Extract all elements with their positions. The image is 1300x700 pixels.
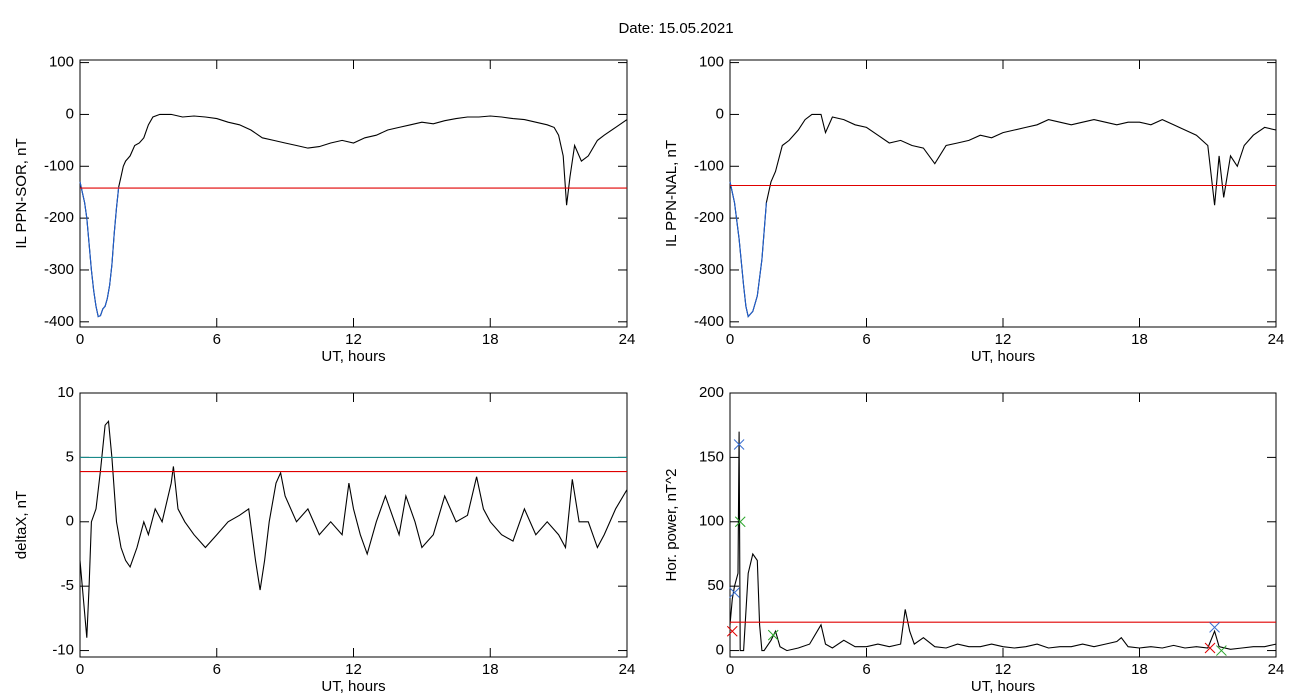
- x-tick-label: 24: [1268, 661, 1285, 678]
- plot-frame: [729, 59, 1277, 328]
- y-tick-label: -400: [44, 313, 74, 330]
- y-tick-label: 200: [699, 384, 724, 401]
- x-tick-label: 12: [995, 331, 1012, 348]
- y-tick-label: 100: [699, 513, 724, 530]
- y-tick-label: -10: [52, 642, 74, 659]
- y-tick-label: 0: [66, 105, 74, 122]
- y-tick-label: -300: [694, 261, 724, 278]
- x-tick-label: 24: [1268, 331, 1285, 348]
- y-axis-label: deltaX, nT: [13, 491, 30, 559]
- y-tick-label: -100: [44, 157, 74, 174]
- y-tick-label: 5: [66, 448, 74, 465]
- x-tick-label: 24: [619, 661, 636, 678]
- y-tick-label: 150: [699, 448, 724, 465]
- plot-area: 0 6 12 18 24 0 50 100 150 200 UT, hours Hor. power,…: [663, 384, 1284, 695]
- x-marker: [729, 587, 740, 598]
- x-tick-label: 6: [862, 661, 870, 678]
- y-tick-label: -300: [44, 261, 74, 278]
- x-tick-label: 18: [482, 661, 499, 678]
- x-marker: [726, 625, 738, 637]
- data-line: [79, 419, 628, 638]
- plot-frame: [729, 392, 1277, 658]
- x-tick-label: 0: [726, 661, 734, 678]
- y-tick-label: 100: [699, 54, 724, 71]
- x-marker: [767, 629, 779, 641]
- y-axis-label: IL PPN-SOR, nT: [13, 138, 30, 248]
- data-line: [729, 181, 767, 318]
- x-tick-label: 18: [1131, 331, 1148, 348]
- y-tick-label: 0: [66, 513, 74, 530]
- plot-area: 0 6 12 18 24 -400 -300 -200 -100 0 100 UT, hours IL …: [663, 54, 1284, 365]
- x-marker: [733, 439, 745, 450]
- plot-frame: [79, 59, 628, 328]
- data-line: [79, 181, 120, 318]
- x-tick-label: 18: [482, 331, 499, 348]
- y-tick-label: -400: [694, 313, 724, 330]
- plot-area: 0 6 12 18 24 -10 -5 0 5 10 UT, hours deltaX, nT: [13, 384, 635, 695]
- x-tick-label: 6: [213, 661, 221, 678]
- x-marker: [1209, 622, 1220, 633]
- y-axis-label: IL PPN-NAL, nT: [663, 140, 680, 247]
- y-tick-label: 10: [57, 384, 74, 401]
- data-line: [79, 113, 628, 318]
- x-marker: [734, 516, 746, 528]
- x-tick-label: 0: [76, 331, 84, 348]
- x-tick-label: 0: [76, 661, 84, 678]
- x-tick-label: 12: [345, 661, 362, 678]
- y-tick-label: 0: [716, 642, 724, 659]
- y-tick-label: -100: [694, 157, 724, 174]
- y-tick-label: -5: [61, 577, 74, 594]
- x-tick-label: 18: [1131, 661, 1148, 678]
- y-tick-label: 50: [707, 577, 724, 594]
- y-axis-label: Hor. power, nT^2: [663, 469, 680, 582]
- x-axis-label: UT, hours: [321, 678, 385, 695]
- x-tick-label: 24: [619, 331, 636, 348]
- y-tick-label: -200: [694, 209, 724, 226]
- x-axis-label: UT, hours: [321, 348, 385, 365]
- figure-title: Date: 15.05.2021: [618, 20, 733, 37]
- x-axis-label: UT, hours: [971, 348, 1035, 365]
- x-tick-label: 0: [726, 331, 734, 348]
- data-line: [729, 113, 1277, 318]
- y-tick-label: 100: [49, 54, 74, 71]
- x-tick-label: 12: [345, 331, 362, 348]
- y-tick-label: -200: [44, 209, 74, 226]
- x-tick-label: 12: [995, 661, 1012, 678]
- y-tick-label: 0: [716, 105, 724, 122]
- x-marker: [1216, 645, 1227, 656]
- x-tick-label: 6: [213, 331, 221, 348]
- x-tick-label: 6: [862, 331, 870, 348]
- data-line: [729, 431, 1277, 652]
- plot-area: 0 6 12 18 24 -400 -300 -200 -100 0 100 UT, hours IL …: [13, 54, 635, 365]
- x-axis-label: UT, hours: [971, 678, 1035, 695]
- x-marker: [1204, 642, 1216, 654]
